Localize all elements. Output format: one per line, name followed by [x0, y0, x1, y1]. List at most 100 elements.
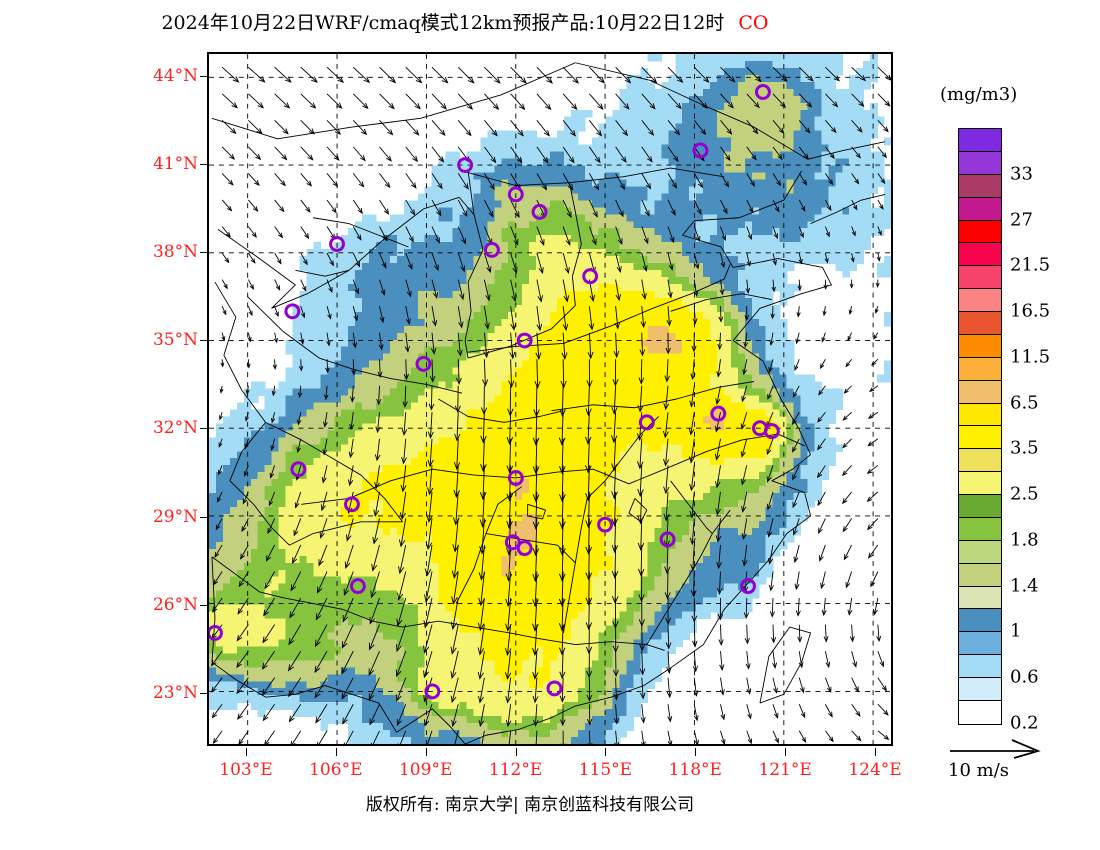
station-marker: [284, 303, 301, 320]
wind-arrow-icon: [950, 739, 1041, 759]
y-axis-tick-label: 44°N: [152, 65, 198, 86]
colorbar-cell: [959, 472, 1001, 495]
colorbar-cell: [959, 700, 1001, 724]
station-marker: [659, 531, 676, 548]
station-marker: [516, 332, 533, 349]
colorbar-cell: [959, 563, 1001, 587]
station-marker: [638, 414, 655, 431]
colorbar-cell: [959, 426, 1001, 450]
x-axis-tick-label: 118°E: [668, 760, 722, 780]
wind-scale-label: 10 m/s: [948, 760, 1009, 781]
y-axis-tick-label: 26°N: [152, 594, 198, 615]
x-axis-tick-label: 106°E: [309, 760, 363, 780]
y-axis-tick-label: 41°N: [152, 153, 198, 174]
colorbar-cell: [959, 266, 1001, 290]
y-axis-tick: [200, 75, 208, 77]
station-marker: [763, 423, 780, 440]
station-marker: [457, 157, 474, 174]
colorbar-cell: [959, 197, 1001, 221]
colorbar-tick-label: 0.6: [1010, 666, 1039, 688]
colorbar-tick-label: 1: [1010, 620, 1022, 642]
x-axis-tick-label: 115°E: [578, 760, 633, 780]
colorbar-cell: [959, 312, 1001, 335]
y-axis-tick-label: 38°N: [152, 241, 198, 262]
colorbar-tick-label: 21.5: [1010, 254, 1051, 276]
monitoring-stations[interactable]: [209, 84, 780, 700]
x-axis-tick-label: 109°E: [398, 760, 453, 780]
y-axis-tick-label: 32°N: [152, 418, 198, 439]
station-marker: [507, 469, 524, 486]
colorbar-cell: [959, 174, 1001, 198]
colorbar-cell: [959, 586, 1001, 610]
longitude-axis: 103°E 106°E 109°E 112°E 115°E 118°E 121°E 124°E: [207, 748, 902, 788]
station-marker: [344, 496, 360, 513]
colorbar-tick-label: 27: [1010, 209, 1033, 231]
station-marker: [483, 241, 500, 258]
x-axis-tick-label: 112°E: [488, 760, 543, 780]
y-axis-tick: [200, 604, 208, 606]
station-marker: [582, 268, 599, 285]
y-axis-tick: [200, 428, 208, 430]
latitude-axis: 44°N 41°N 38°N 35°N 32°N 29°N 26°N 23°N: [110, 52, 208, 746]
y-axis-tick: [200, 516, 208, 518]
colorbar-cell: [959, 678, 1001, 701]
colorbar-cell: [959, 655, 1001, 678]
map-boundaries: [211, 62, 886, 744]
colorbar-cell: [959, 517, 1001, 541]
colorbar-cell: [959, 151, 1001, 175]
page-title: 2024年10月22日WRF/cmaq模式12km预报产品:10月22日12时 C…: [0, 8, 930, 35]
colorbar-cell: [959, 357, 1001, 381]
colorbar-cell: [959, 334, 1001, 358]
colorbar-tick-label: 0.2: [1010, 712, 1039, 734]
station-marker: [546, 680, 563, 697]
wind-scale-key: 10 m/s: [948, 738, 1098, 786]
station-marker: [415, 355, 432, 372]
colorbar-cell: [959, 243, 1001, 267]
x-axis-tick: [875, 748, 877, 756]
station-marker: [692, 142, 709, 159]
wind-vectors: [210, 66, 891, 744]
colorbar-cell: [959, 632, 1001, 656]
colorbar-cell: [959, 220, 1001, 244]
colorbar-units: (mg/m3): [940, 84, 1018, 105]
station-marker: [424, 683, 441, 700]
station-marker: [507, 186, 524, 203]
colorbar-strip[interactable]: [958, 128, 1002, 725]
forecast-map-plot[interactable]: [207, 52, 893, 746]
title-text: 2024年10月22日WRF/cmaq模式12km预报产品:10月22日12时: [161, 12, 725, 34]
x-axis-tick: [335, 748, 337, 756]
x-axis-tick: [425, 748, 427, 756]
y-axis-tick-label: 23°N: [152, 683, 198, 704]
x-axis-tick: [245, 748, 247, 756]
station-marker: [740, 578, 756, 595]
y-axis-tick-label: 35°N: [152, 330, 198, 351]
colorbar-legend: (mg/m3) 33 27 21.5 16.5 11.5 6.5 3.5 2.5 1.8 1.4 1…: [936, 84, 1096, 744]
y-axis-tick: [200, 693, 208, 695]
station-marker: [329, 236, 346, 252]
colorbar-cell: [959, 129, 1001, 152]
x-axis-tick: [785, 748, 787, 756]
colorbar-cell: [959, 449, 1001, 473]
colorbar-cell: [959, 403, 1001, 427]
y-axis-tick: [200, 251, 208, 253]
y-axis-tick: [200, 340, 208, 342]
station-marker: [349, 578, 366, 595]
species-label: CO: [738, 12, 769, 34]
x-axis-tick: [695, 748, 697, 756]
station-marker: [209, 624, 223, 641]
y-axis-tick: [200, 163, 208, 165]
x-axis-tick: [515, 748, 517, 756]
station-marker: [290, 461, 307, 478]
colorbar-cell: [959, 495, 1001, 518]
y-axis-tick-label: 29°N: [152, 506, 198, 527]
copyright-notice: 版权所有: 南京大学| 南京创蓝科技有限公司: [365, 795, 695, 815]
station-marker: [710, 405, 727, 422]
x-axis-tick-label: 121°E: [758, 760, 812, 780]
colorbar-cell: [959, 380, 1001, 404]
station-marker: [516, 540, 533, 557]
colorbar-tick-label: 11.5: [1010, 346, 1051, 368]
colorbar-tick-label: 16.5: [1010, 300, 1051, 322]
colorbar-tick-label: 1.4: [1010, 575, 1039, 597]
colorbar-cell: [959, 289, 1001, 312]
colorbar-tick-label: 6.5: [1010, 392, 1039, 414]
